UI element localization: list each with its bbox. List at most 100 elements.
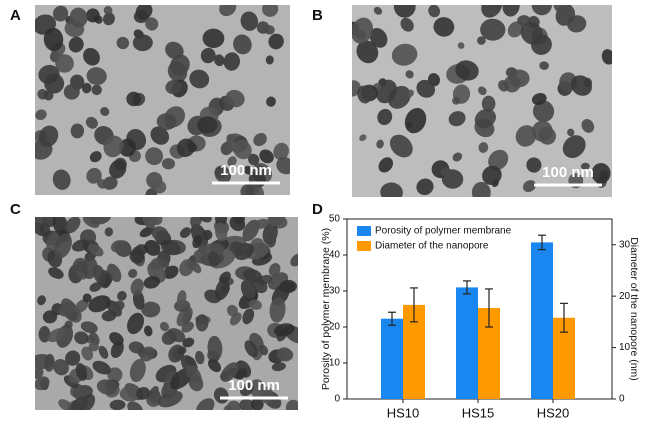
error-bar: [388, 311, 396, 326]
pore: [157, 390, 183, 408]
pore: [232, 139, 252, 160]
pore: [240, 184, 255, 195]
pore: [277, 348, 294, 362]
pore: [143, 325, 153, 337]
y2-tick-label: 0: [619, 394, 625, 405]
pore: [220, 362, 239, 382]
pore: [152, 180, 167, 194]
bar: [553, 317, 575, 399]
y-tick-label: 20: [329, 322, 341, 333]
pore: [165, 41, 184, 60]
pore: [89, 282, 102, 292]
pore: [195, 314, 209, 332]
pore: [400, 17, 414, 32]
pore: [71, 239, 90, 252]
pore: [207, 358, 222, 373]
pore: [207, 335, 223, 361]
pore: [480, 18, 506, 41]
pore: [531, 5, 552, 16]
pore: [248, 299, 262, 310]
pore: [515, 125, 537, 147]
pore: [151, 226, 169, 242]
pore: [64, 217, 81, 234]
pore: [119, 385, 142, 402]
bar: [478, 307, 500, 399]
pore: [156, 113, 176, 131]
pore: [259, 344, 269, 356]
pore: [452, 96, 461, 105]
pore: [110, 240, 126, 253]
pore: [81, 82, 92, 94]
pore: [213, 387, 229, 404]
pore: [129, 248, 145, 264]
pore: [102, 12, 115, 26]
pore: [130, 278, 144, 296]
pore: [88, 295, 111, 313]
pore: [233, 34, 252, 55]
legend-swatch: [357, 226, 371, 236]
pore: [478, 142, 489, 153]
pore: [42, 310, 58, 324]
pore: [268, 263, 281, 277]
pore: [109, 399, 126, 410]
pore: [38, 326, 51, 343]
pore: [179, 227, 192, 239]
pore: [244, 340, 259, 358]
pore: [102, 176, 118, 190]
pore: [52, 169, 71, 190]
pore: [267, 235, 277, 248]
pore: [47, 328, 66, 343]
pore: [481, 95, 496, 112]
pore: [215, 217, 228, 227]
y2-tick-label: 30: [619, 239, 631, 250]
pore: [150, 126, 170, 145]
bar: [403, 304, 425, 399]
pore: [233, 217, 245, 225]
pore: [126, 91, 142, 107]
pore: [477, 36, 486, 45]
pore: [44, 73, 65, 94]
pore: [109, 332, 124, 346]
panel-label: D: [312, 201, 323, 218]
pore: [262, 5, 279, 17]
tem-image: 100 nm: [35, 5, 290, 195]
pore: [82, 257, 98, 280]
pore: [219, 5, 237, 17]
pore: [433, 17, 455, 37]
pore: [165, 80, 182, 95]
pore: [192, 235, 202, 249]
pore: [48, 267, 64, 279]
pore: [253, 218, 270, 229]
pore: [448, 111, 466, 127]
error-bar: [538, 234, 546, 251]
pore: [378, 157, 394, 173]
pore: [352, 17, 374, 44]
pore: [132, 34, 153, 52]
y2-axis-title: Diameter of the nanopore (nm): [628, 237, 640, 381]
error-bar: [560, 302, 568, 333]
pore: [181, 321, 194, 333]
pore: [107, 263, 122, 283]
y-axis-title: Porosity of polymer membrane (%): [320, 228, 332, 390]
pore: [58, 303, 75, 317]
pore: [117, 290, 127, 301]
pore: [127, 401, 143, 410]
pore: [508, 69, 530, 88]
pore: [440, 167, 453, 178]
pore: [267, 217, 286, 227]
pore: [215, 222, 228, 242]
y-tick-label: 50: [329, 214, 341, 225]
pore: [214, 54, 225, 67]
pore: [195, 350, 205, 365]
pore: [404, 107, 427, 134]
pore: [273, 323, 295, 337]
pore: [247, 153, 260, 166]
pore: [502, 5, 520, 17]
pore: [531, 93, 547, 106]
y2-tick-label: 20: [619, 291, 631, 302]
pore: [85, 8, 100, 23]
pore: [38, 125, 59, 147]
pore: [80, 394, 96, 410]
